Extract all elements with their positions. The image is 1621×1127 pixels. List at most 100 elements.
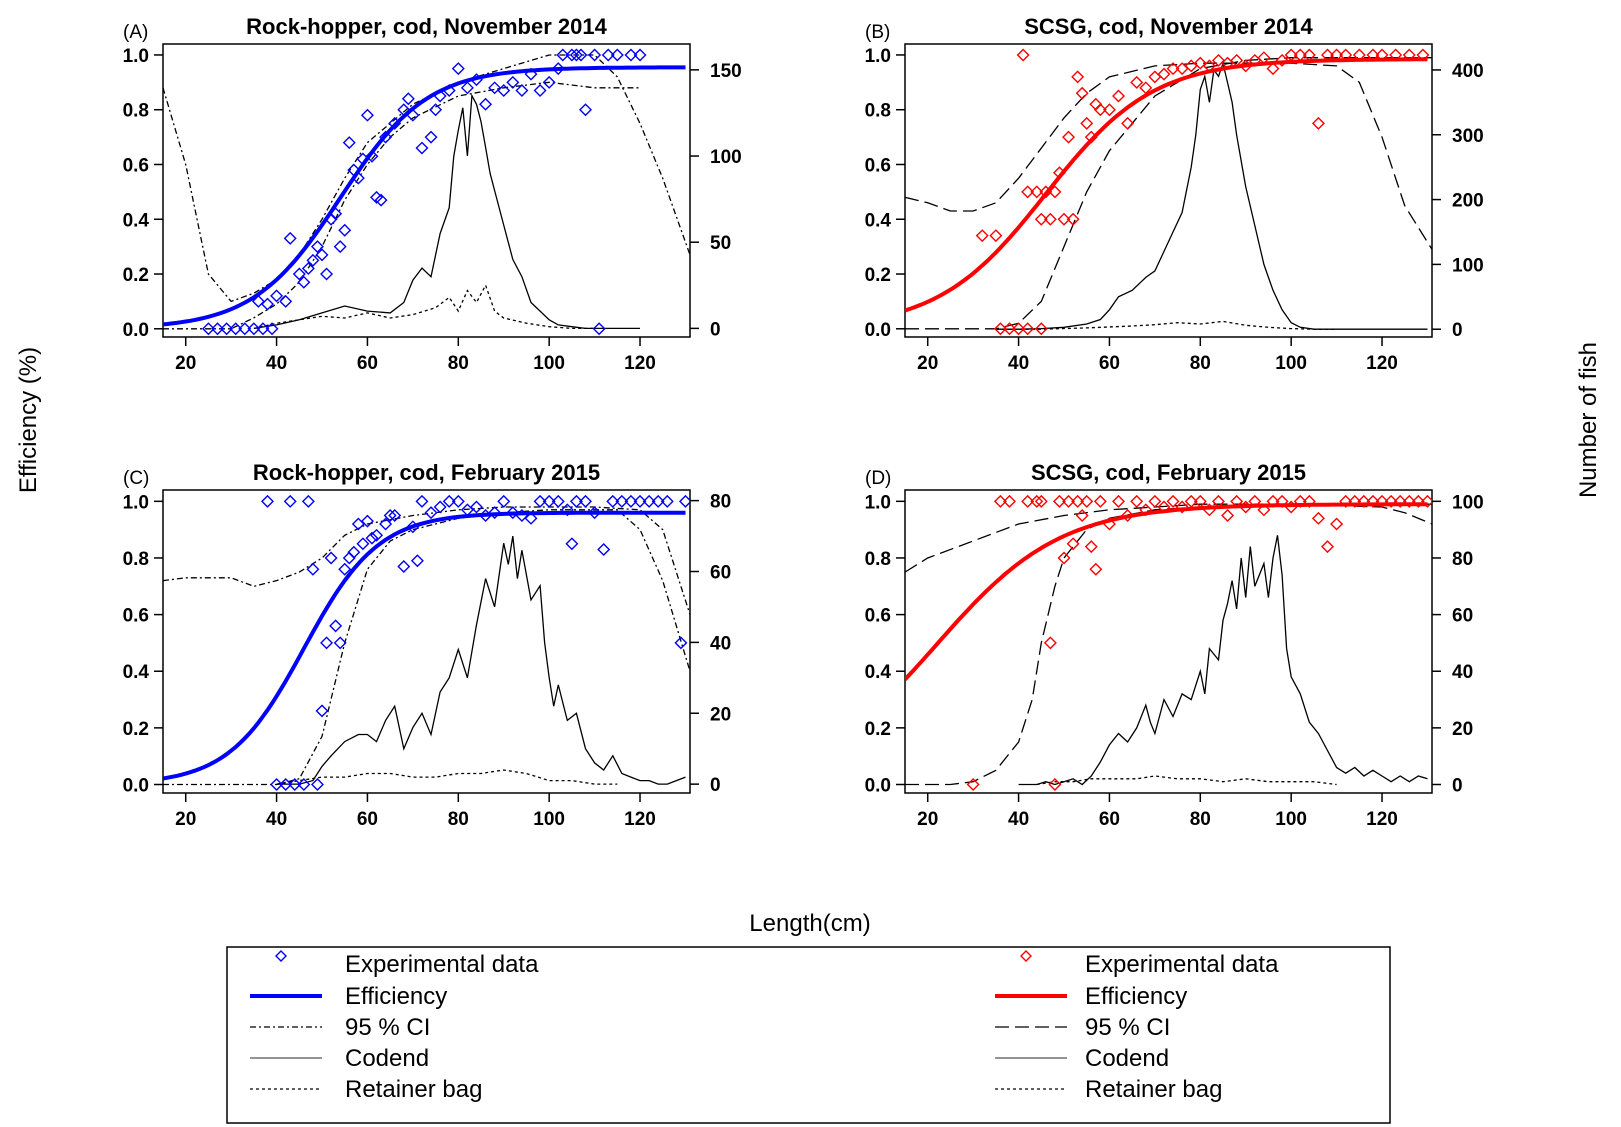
experimental-point	[379, 517, 393, 531]
experimental-point	[1348, 494, 1362, 508]
experimental-point	[401, 92, 415, 106]
experimental-point	[374, 193, 388, 207]
legend-left: Experimental data Efficiency 95 % CI Codend…	[250, 950, 539, 1103]
experimental-point	[678, 494, 690, 508]
experimental-point	[333, 636, 347, 650]
experimental-point	[342, 136, 356, 150]
panels: (A) Rock-hopper, cod, November 2014 20 40 60…	[123, 14, 1484, 830]
experimental-point	[424, 506, 438, 520]
legend-symbol-points	[1020, 950, 1032, 962]
experimental-point	[329, 619, 343, 633]
x-tick-label: 20	[917, 353, 938, 374]
y-tick-label-right: 20	[1452, 719, 1473, 740]
retainer-series	[995, 320, 1337, 330]
x-tick-label: 80	[1190, 809, 1211, 830]
ci-upper-series	[163, 506, 690, 615]
y-tick-label-left: 0.0	[123, 776, 149, 797]
experimental-point	[310, 240, 324, 254]
experimental-point	[270, 778, 284, 791]
x-tick-label: 60	[357, 353, 378, 374]
experimental-point	[1012, 322, 1026, 336]
panel-title: Rock-hopper, cod, February 2015	[253, 460, 600, 485]
experimental-point	[415, 141, 429, 155]
experimental-point	[560, 503, 574, 517]
experimental-point	[1402, 494, 1416, 508]
ci-upper-series	[163, 54, 690, 303]
experimental-point	[469, 500, 483, 514]
experimental-point	[1266, 62, 1280, 76]
experimental-point	[506, 506, 520, 520]
experimental-point	[1157, 67, 1171, 81]
experimental-point	[1057, 551, 1071, 565]
legend-label: Retainer bag	[345, 1076, 482, 1103]
experimental-point	[251, 294, 265, 308]
experimental-point	[333, 240, 347, 254]
y-tick-label-left: 0.2	[865, 719, 891, 740]
x-tick-label: 40	[1008, 353, 1029, 374]
plot-frame	[162, 43, 691, 338]
x-tick-label: 100	[1275, 809, 1307, 830]
legend-frame	[226, 946, 1391, 1124]
experimental-point	[1330, 517, 1344, 531]
experimental-point	[410, 554, 424, 568]
y-tick-label-left: 0.6	[865, 606, 891, 627]
y-tick-label-right: 60	[1452, 606, 1473, 627]
experimental-point	[297, 275, 311, 289]
y-tick-label-left: 1.0	[123, 46, 149, 67]
experimental-point	[279, 778, 293, 791]
experimental-point	[1034, 212, 1048, 226]
efficiency-curve	[905, 57, 1428, 313]
experimental-point	[1052, 494, 1066, 508]
experimental-point	[1066, 212, 1080, 226]
panel-1: (A) Rock-hopper, cod, November 2014 20 40 60…	[123, 14, 742, 374]
experimental-point	[365, 531, 379, 545]
experimental-point	[347, 545, 361, 559]
experimental-point	[542, 494, 556, 508]
experimental-point	[1062, 494, 1076, 508]
plot-frame	[904, 489, 1433, 794]
experimental-point	[397, 559, 411, 573]
experimental-point	[261, 494, 274, 508]
x-tick-label: 120	[624, 353, 656, 374]
experimental-point	[651, 494, 665, 508]
experimental-point	[338, 223, 352, 237]
experimental-point	[1321, 540, 1334, 554]
x-tick-label: 40	[266, 353, 287, 374]
experimental-point	[220, 322, 234, 336]
experimental-point	[1021, 185, 1035, 199]
experimental-point	[301, 494, 315, 508]
experimental-point	[201, 322, 215, 336]
experimental-point	[1062, 130, 1076, 144]
experimental-point	[356, 537, 370, 551]
experimental-point	[424, 130, 438, 144]
experimental-point	[442, 494, 456, 508]
legend-box: Experimental data Efficiency 95 % CI Codend…	[226, 946, 1391, 1124]
experimental-point	[1034, 322, 1048, 336]
experimental-point	[1057, 212, 1071, 226]
experimental-point	[660, 494, 674, 508]
plot-area	[905, 48, 1432, 336]
experimental-point	[597, 542, 611, 556]
experimental-point	[574, 48, 588, 62]
retainer-series	[276, 769, 618, 785]
x-tick-label: 20	[175, 353, 196, 374]
experimental-point	[1175, 500, 1189, 514]
ci-upper-series	[905, 503, 1432, 573]
retainer-series	[253, 283, 595, 330]
codend-series	[995, 61, 1428, 330]
experimental-point	[1311, 116, 1325, 130]
experimental-point	[1003, 322, 1016, 336]
experimental-point	[1130, 494, 1144, 508]
experimental-point	[1021, 322, 1035, 336]
legend-label: Experimental data	[1085, 951, 1279, 978]
experimental-point	[379, 130, 393, 144]
experimental-point	[1071, 494, 1085, 508]
experimental-point	[479, 97, 493, 111]
y-tick-label-right: 100	[1452, 255, 1484, 276]
experimental-point	[524, 511, 538, 525]
experimental-point	[633, 494, 647, 508]
ci-lower-series	[905, 57, 1432, 330]
efficiency-curve	[905, 502, 1428, 681]
y-tick-label-left: 0.0	[865, 320, 891, 341]
